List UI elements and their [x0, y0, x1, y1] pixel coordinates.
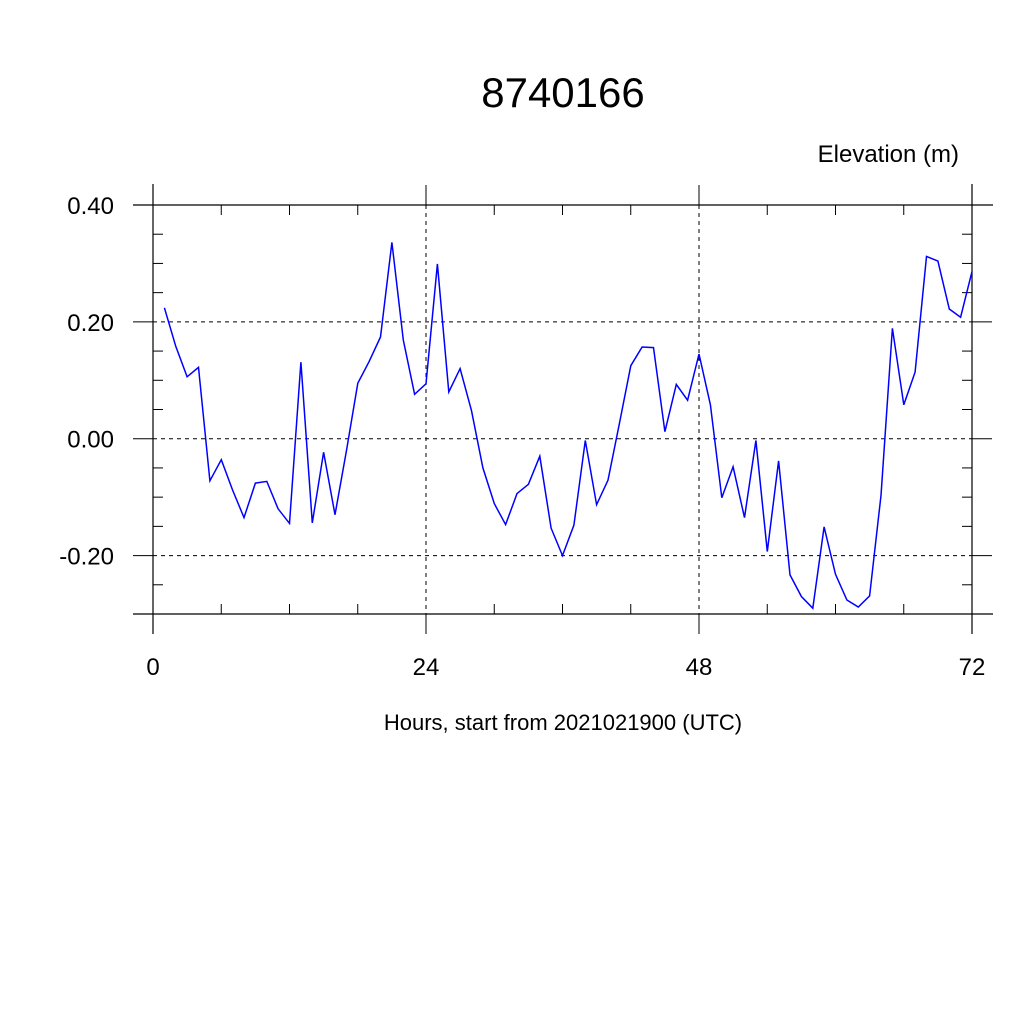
y-axis-label: Elevation (m): [818, 141, 959, 168]
y-tick-label: 0.40: [67, 193, 114, 220]
y-tick-label: 0.20: [67, 310, 114, 337]
chart-title: 8740166: [481, 69, 645, 116]
series-line: [163, 242, 973, 610]
x-tick-label: 0: [146, 654, 159, 681]
x-axis-label: Hours, start from 2021021900 (UTC): [384, 710, 742, 735]
x-tick-label: 48: [686, 654, 713, 681]
y-tick-label: 0.00: [67, 427, 114, 454]
y-tick-label: -0.20: [59, 544, 114, 571]
tick-labels: 0 24 48 72 -0.20 0.00 0.20 0.40: [59, 193, 985, 681]
tick-marks: [133, 185, 992, 634]
x-tick-label: 72: [959, 654, 986, 681]
x-tick-label: 24: [413, 654, 440, 681]
series-group: [163, 242, 973, 610]
